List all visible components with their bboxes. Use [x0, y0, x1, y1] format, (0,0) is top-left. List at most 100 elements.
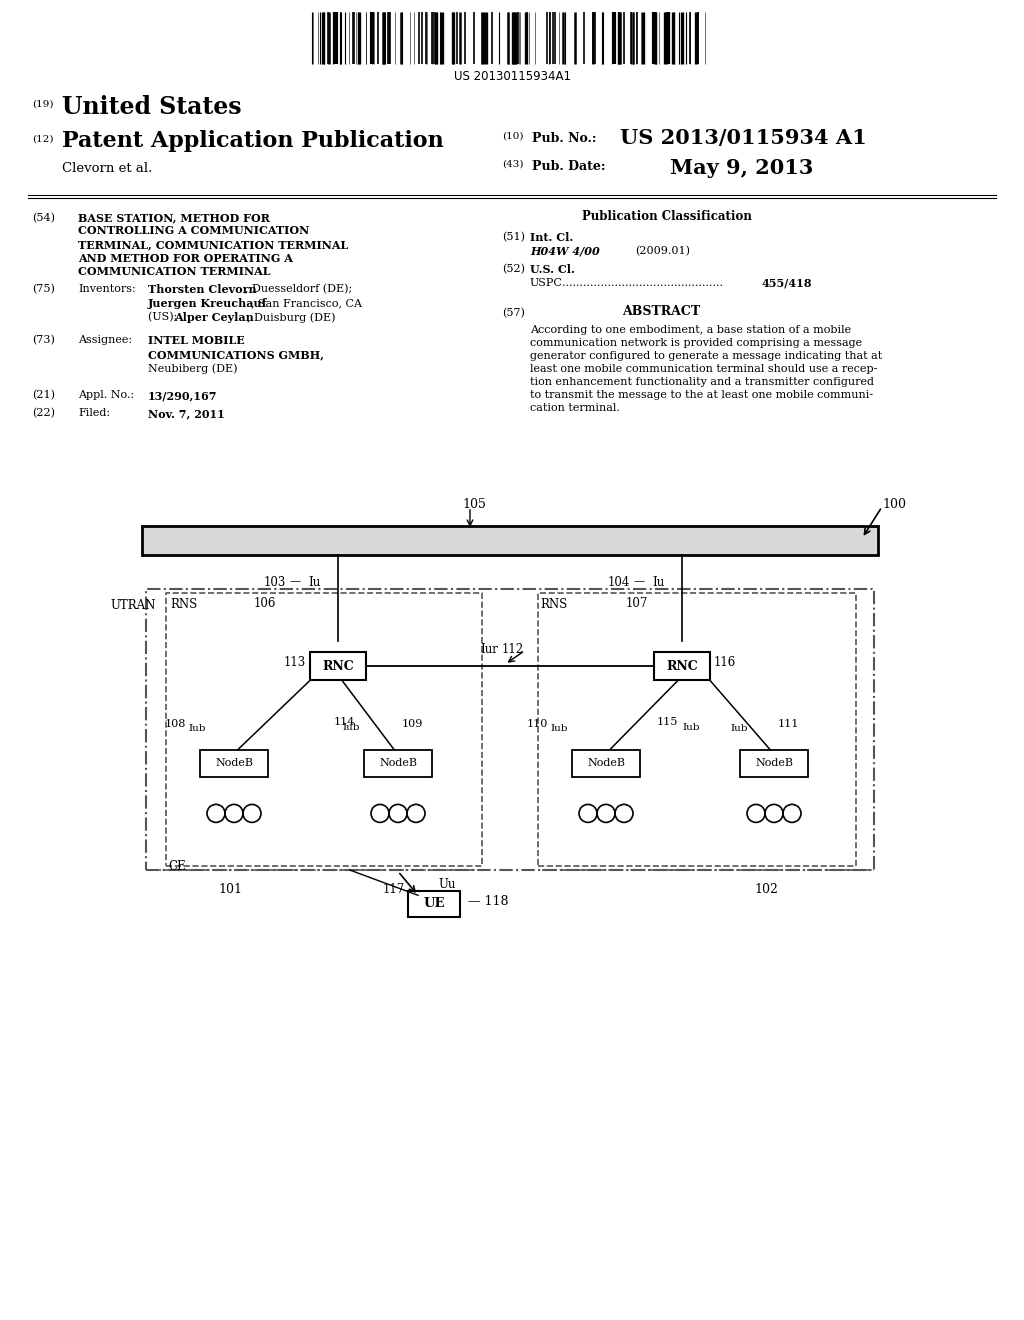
Text: Patent Application Publication: Patent Application Publication [62, 129, 443, 152]
Text: Pub. No.:: Pub. No.: [532, 132, 597, 145]
Text: H04W 4/00: H04W 4/00 [530, 246, 600, 257]
Text: CONTROLLING A COMMUNICATION: CONTROLLING A COMMUNICATION [78, 226, 309, 236]
Text: Iu: Iu [652, 576, 665, 589]
Text: 113: 113 [284, 656, 306, 669]
Bar [146, 589, 874, 870]
FancyBboxPatch shape [572, 750, 640, 776]
Text: 117: 117 [382, 883, 404, 896]
Text: (52): (52) [502, 264, 525, 275]
Text: 115: 115 [656, 717, 678, 727]
Text: INTEL MOBILE: INTEL MOBILE [148, 335, 245, 346]
Bar [538, 593, 856, 866]
Text: Alper Ceylan: Alper Ceylan [174, 312, 254, 323]
Text: Iub: Iub [550, 725, 567, 734]
Bar [142, 525, 878, 556]
Text: Iub: Iub [188, 725, 206, 734]
Text: (51): (51) [502, 232, 525, 243]
Text: to transmit the message to the at least one mobile communi-: to transmit the message to the at least … [530, 389, 873, 400]
Text: (10): (10) [502, 132, 523, 141]
Text: 114: 114 [334, 717, 355, 727]
Text: —: — [634, 576, 645, 586]
Text: Nov. 7, 2011: Nov. 7, 2011 [148, 408, 224, 418]
FancyBboxPatch shape [310, 652, 366, 680]
Text: ABSTRACT: ABSTRACT [622, 305, 700, 318]
Text: May 9, 2013: May 9, 2013 [670, 158, 813, 178]
Text: Uu: Uu [438, 879, 456, 891]
FancyBboxPatch shape [200, 750, 268, 776]
Text: generator configured to generate a message indicating that at: generator configured to generate a messa… [530, 351, 883, 360]
Text: (54): (54) [32, 213, 55, 223]
Text: 107: 107 [626, 597, 648, 610]
Text: (73): (73) [32, 335, 55, 346]
FancyBboxPatch shape [364, 750, 432, 776]
Text: RNS: RNS [541, 598, 567, 611]
Text: (21): (21) [32, 389, 55, 400]
Text: Int. Cl.: Int. Cl. [530, 232, 573, 243]
Text: 106: 106 [254, 597, 276, 610]
Text: 103: 103 [263, 576, 286, 589]
Text: UTRAN: UTRAN [110, 599, 156, 612]
Text: 455/418: 455/418 [762, 279, 812, 289]
Text: NodeB: NodeB [379, 758, 417, 768]
Text: least one mobile communication terminal should use a recep-: least one mobile communication terminal … [530, 364, 878, 374]
Text: , Duisburg (DE): , Duisburg (DE) [247, 312, 336, 322]
Text: communication network is provided comprising a message: communication network is provided compri… [530, 338, 862, 348]
FancyBboxPatch shape [654, 652, 710, 680]
Text: RNS: RNS [170, 598, 198, 611]
Text: CE: CE [168, 859, 186, 873]
Text: , San Francisco, CA: , San Francisco, CA [251, 298, 362, 308]
Text: 13/290,167: 13/290,167 [148, 389, 217, 401]
Text: 104: 104 [607, 576, 630, 589]
Text: Iub: Iub [342, 723, 359, 733]
Text: Iur: Iur [480, 643, 498, 656]
Text: AND METHOD FOR OPERATING A: AND METHOD FOR OPERATING A [78, 252, 293, 264]
Text: Juergen Kreuchauf: Juergen Kreuchauf [148, 298, 267, 309]
Text: COMMUNICATION TERMINAL: COMMUNICATION TERMINAL [78, 267, 270, 277]
Text: TERMINAL, COMMUNICATION TERMINAL: TERMINAL, COMMUNICATION TERMINAL [78, 239, 348, 249]
Text: Clevorn et al.: Clevorn et al. [62, 162, 153, 176]
Text: COMMUNICATIONS GMBH,: COMMUNICATIONS GMBH, [148, 348, 324, 360]
Text: Neubiberg (DE): Neubiberg (DE) [148, 363, 238, 374]
Text: NodeB: NodeB [755, 758, 793, 768]
Text: UE: UE [423, 898, 444, 911]
Text: 111: 111 [778, 719, 800, 729]
Text: US 20130115934A1: US 20130115934A1 [454, 70, 570, 83]
Text: U.S. Cl.: U.S. Cl. [530, 264, 574, 275]
Text: 101: 101 [218, 883, 242, 896]
Text: (12): (12) [32, 135, 53, 144]
Text: Iub: Iub [682, 723, 699, 733]
Text: — 118: — 118 [468, 895, 509, 908]
Text: , Duesseldorf (DE);: , Duesseldorf (DE); [245, 284, 352, 294]
Text: 109: 109 [402, 719, 423, 729]
Text: BASE STATION, METHOD FOR: BASE STATION, METHOD FOR [78, 213, 270, 223]
Text: Inventors:: Inventors: [78, 284, 136, 294]
FancyBboxPatch shape [408, 891, 460, 916]
Text: According to one embodiment, a base station of a mobile: According to one embodiment, a base stat… [530, 325, 851, 335]
Text: (43): (43) [502, 160, 523, 169]
Text: 110: 110 [527, 719, 549, 729]
Text: NodeB: NodeB [215, 758, 253, 768]
Text: (US);: (US); [148, 312, 181, 322]
Text: Appl. No.:: Appl. No.: [78, 389, 134, 400]
Text: US 2013/0115934 A1: US 2013/0115934 A1 [620, 128, 866, 148]
Text: Thorsten Clevorn: Thorsten Clevorn [148, 284, 257, 294]
Text: Filed:: Filed: [78, 408, 111, 418]
Text: cation terminal.: cation terminal. [530, 403, 620, 413]
Text: (75): (75) [32, 284, 55, 294]
Text: 116: 116 [714, 656, 736, 669]
Text: RNC: RNC [667, 660, 698, 673]
Text: 112: 112 [502, 643, 524, 656]
Text: Iu: Iu [308, 576, 321, 589]
Text: 105: 105 [462, 499, 485, 511]
Text: Iub: Iub [730, 725, 748, 734]
Text: 102: 102 [754, 883, 778, 896]
Bar [166, 593, 482, 866]
Text: ..............................................: ........................................… [562, 279, 723, 288]
Text: (2009.01): (2009.01) [635, 246, 690, 256]
Text: Pub. Date:: Pub. Date: [532, 160, 605, 173]
Text: United States: United States [62, 95, 242, 119]
Text: (19): (19) [32, 100, 53, 110]
Text: RNC: RNC [323, 660, 354, 673]
Text: Assignee:: Assignee: [78, 335, 132, 345]
Text: NodeB: NodeB [587, 758, 625, 768]
